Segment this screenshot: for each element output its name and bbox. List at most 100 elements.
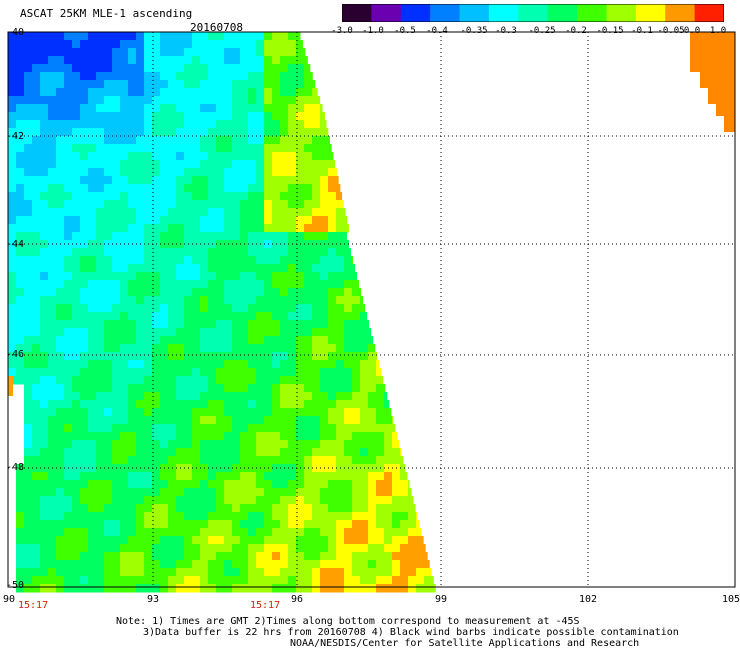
- swath-cell: [312, 416, 321, 425]
- swath-cell: [304, 416, 313, 425]
- swath-cell: [216, 568, 225, 577]
- swath-cell: [248, 120, 257, 129]
- swath-cell: [96, 472, 105, 481]
- swath-cell: [48, 560, 57, 569]
- swath-cell: [328, 360, 337, 369]
- swath-cell: [232, 232, 241, 241]
- swath-cell: [72, 552, 81, 561]
- swath-cell: [208, 312, 217, 321]
- swath-cell: [144, 152, 153, 161]
- swath-cell: [336, 280, 345, 289]
- swath-cell: [360, 520, 369, 529]
- swath-cell: [200, 352, 209, 361]
- swath-cell: [160, 416, 169, 425]
- swath-cell: [32, 496, 41, 505]
- swath-cell: [256, 440, 265, 449]
- lat-label: -48: [6, 462, 25, 473]
- swath-cell: [416, 552, 425, 561]
- swath-cell: [112, 48, 121, 57]
- swath-cell: [208, 544, 217, 553]
- swath-cell: [128, 64, 137, 73]
- swath-cell: [8, 32, 17, 41]
- swath-cell: [112, 280, 121, 289]
- swath-cell: [96, 56, 105, 65]
- swath-cell: [72, 288, 81, 297]
- swath-cell: [208, 528, 217, 537]
- swath-cell: [8, 352, 17, 361]
- swath-cell: [320, 504, 329, 513]
- swath-cell: [112, 296, 121, 305]
- swath-cell: [368, 568, 377, 577]
- swath-cell: [288, 272, 297, 281]
- swath-cell: [328, 192, 337, 201]
- swath-cell: [16, 552, 25, 561]
- swath-cell: [248, 200, 257, 209]
- swath-cell: [120, 536, 129, 545]
- swath-cell: [296, 336, 305, 345]
- swath-cell: [96, 336, 105, 345]
- swath-cell: [352, 296, 361, 305]
- swath-cell: [192, 152, 201, 161]
- swath-cell: [88, 560, 97, 569]
- swath-cell: [360, 584, 369, 593]
- swath-cell: [144, 184, 153, 193]
- swath-cell: [16, 496, 25, 505]
- swath-cell: [336, 384, 345, 393]
- swath-cell: [208, 576, 217, 585]
- swath-cell: [144, 40, 153, 49]
- swath-cell: [48, 128, 57, 137]
- color-bar-swatch: [371, 4, 402, 22]
- swath-cell: [264, 480, 273, 489]
- swath-cell: [328, 448, 337, 457]
- swath-cell: [344, 424, 353, 433]
- swath-cell: [16, 208, 25, 217]
- swath-cell: [344, 296, 353, 305]
- swath-cell: [40, 384, 49, 393]
- swath-cell: [208, 272, 217, 281]
- swath-cell: [72, 360, 81, 369]
- swath-cell: [384, 408, 392, 417]
- color-bar-swatch: [577, 4, 608, 22]
- swath-cell: [256, 528, 265, 537]
- swath-cell: [136, 480, 145, 489]
- swath-cell: [136, 288, 145, 297]
- swath-cell: [184, 496, 193, 505]
- swath-cell: [152, 80, 161, 89]
- swath-cell: [280, 384, 289, 393]
- swath-cell: [176, 128, 185, 137]
- swath-cell: [280, 184, 289, 193]
- swath-cell: [32, 480, 41, 489]
- swath-cell: [288, 32, 297, 41]
- swath-cell: [88, 456, 97, 465]
- swath-cell: [136, 256, 145, 265]
- swath-cell: [24, 536, 33, 545]
- swath-cell: [208, 560, 217, 569]
- swath-cell: [128, 144, 137, 153]
- swath-cell: [176, 136, 185, 145]
- swath-cell: [32, 456, 41, 465]
- swath-cell: [264, 544, 273, 553]
- swath-cell: [120, 136, 129, 145]
- swath-cell: [72, 232, 81, 241]
- swath-cell: [248, 448, 257, 457]
- swath-cell: [208, 56, 217, 65]
- swath-cell: [208, 136, 217, 145]
- swath-cell: [64, 416, 73, 425]
- swath-cell: [272, 456, 281, 465]
- swath-cell: [216, 144, 225, 153]
- swath-cell: [144, 584, 153, 593]
- swath-cell: [392, 504, 401, 513]
- swath-cell: [344, 328, 353, 337]
- swath-cell: [40, 216, 49, 225]
- swath-cell: [136, 432, 145, 441]
- swath-cell: [240, 496, 249, 505]
- swath-cell: [192, 416, 201, 425]
- swath-cell: [296, 208, 305, 217]
- swath-cell: [176, 256, 185, 265]
- swath-cell: [32, 168, 41, 177]
- swath-cell: [136, 576, 145, 585]
- swath-cell: [264, 400, 273, 409]
- swath-cell: [296, 128, 305, 137]
- swath-cell: [136, 64, 145, 73]
- swath-cell: [312, 128, 321, 137]
